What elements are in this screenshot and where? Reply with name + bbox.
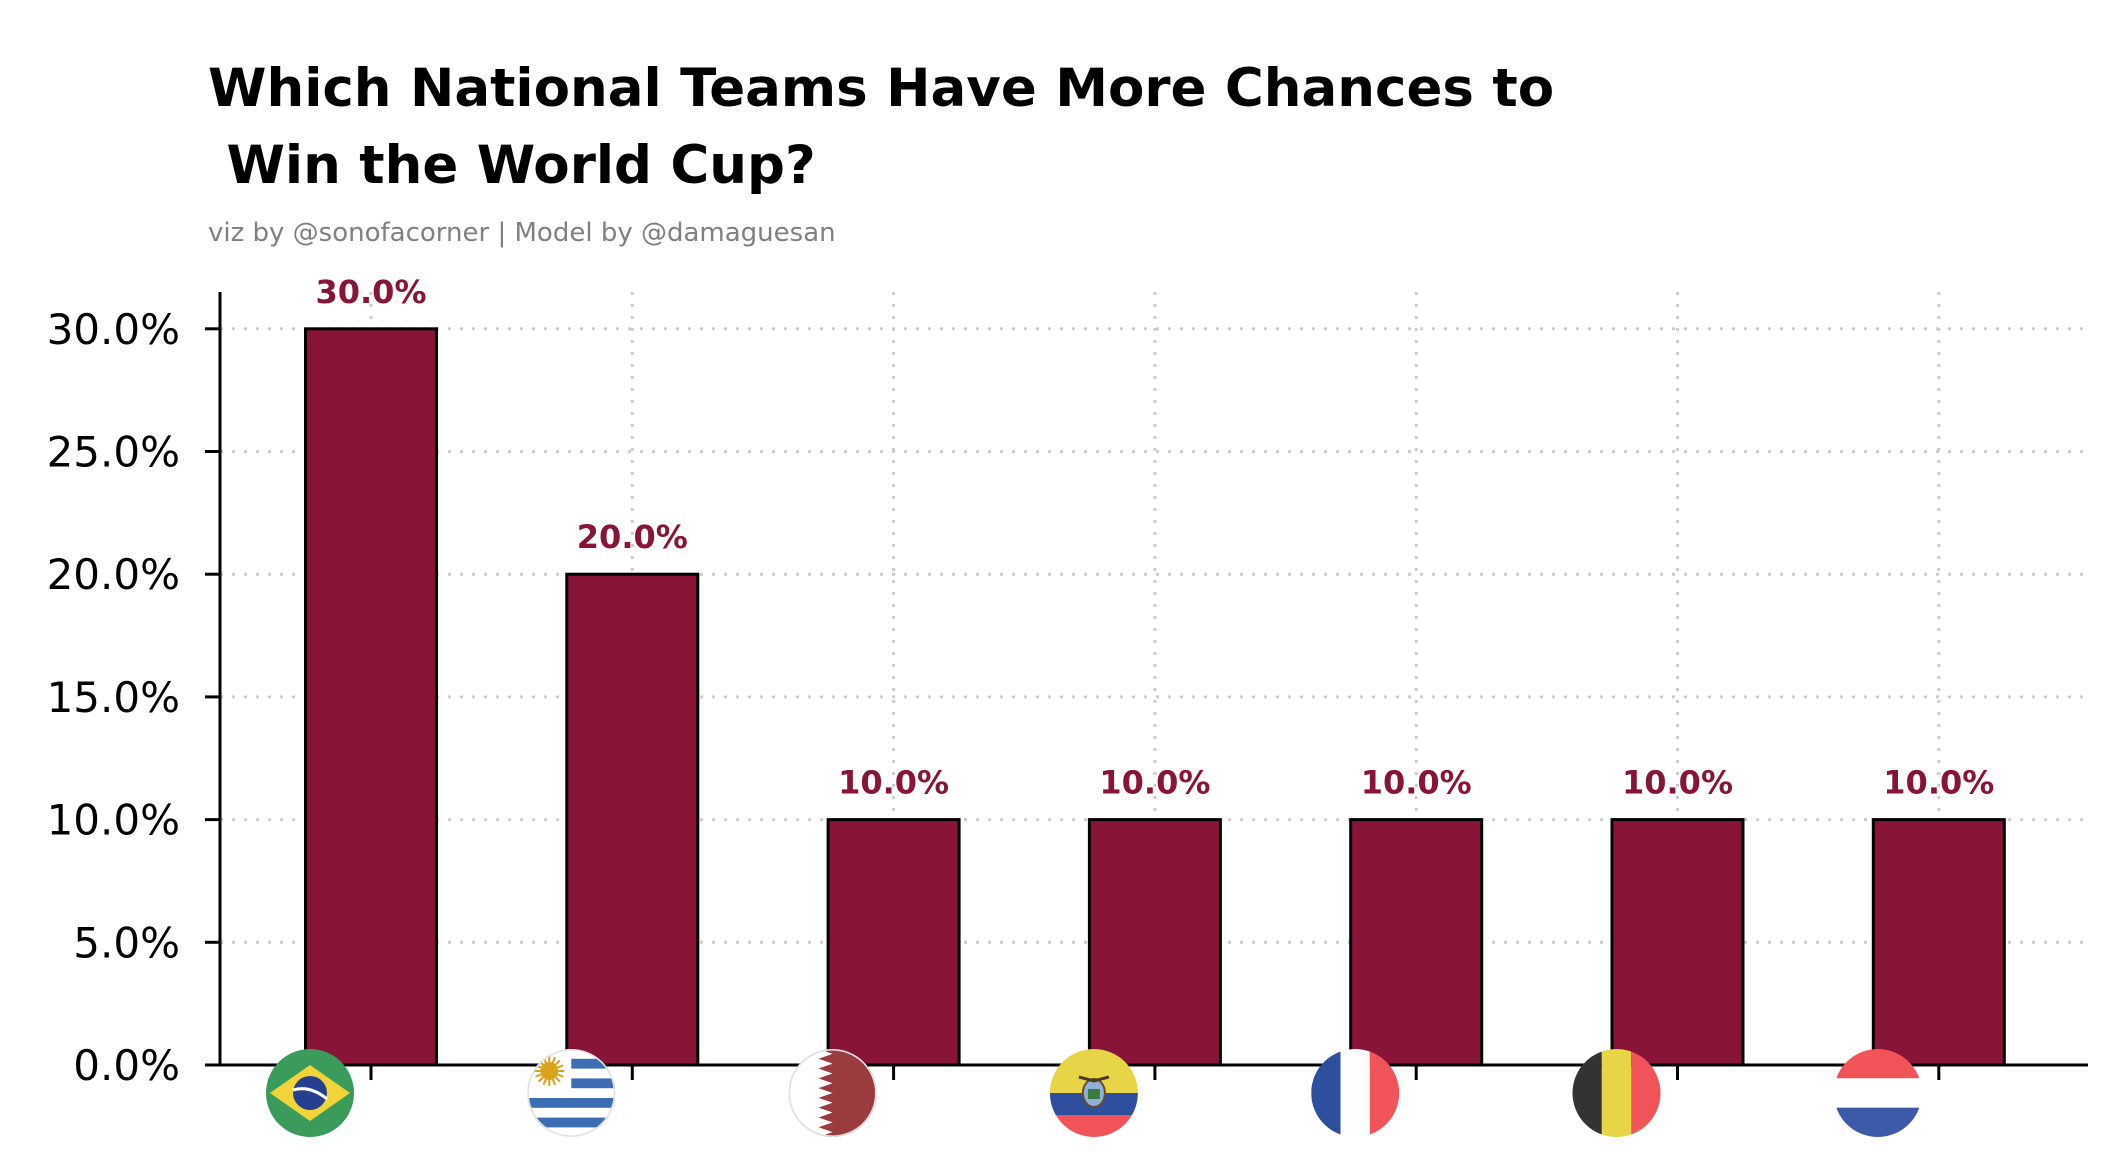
brazil-flag-icon — [266, 1049, 354, 1137]
y-tick-label: 5.0% — [73, 918, 180, 967]
bar-france — [1349, 818, 1484, 1067]
bar-uruguay — [565, 572, 700, 1067]
y-tick-label: 10.0% — [47, 796, 180, 845]
bar-brazil — [304, 327, 438, 1067]
data-label: 30.0% — [315, 273, 426, 311]
chart-title: Which National Teams Have More Chances t… — [208, 58, 1555, 196]
data-label: 20.0% — [577, 518, 688, 556]
ecuador-flag-icon — [1049, 1049, 1138, 1137]
belgium-flag-icon — [1572, 1049, 1661, 1137]
netherlands-flag-icon — [1833, 1049, 1922, 1137]
data-label: 10.0% — [1099, 764, 1210, 802]
bar-netherlands — [1871, 818, 2006, 1067]
bars — [304, 327, 2006, 1067]
qatar-flag-icon — [788, 1048, 877, 1138]
axes: 0.0% 5.0% 10.0% 15.0% 20.0% 25.0% 30.0% — [47, 292, 2088, 1090]
data-label: 10.0% — [1883, 764, 1994, 802]
data-label: 10.0% — [1361, 764, 1472, 802]
bar-belgium — [1610, 818, 1745, 1067]
data-label: 10.0% — [838, 764, 949, 802]
y-tick-label: 25.0% — [47, 428, 180, 477]
y-tick-label: 20.0% — [47, 550, 180, 599]
chart-subtitle: viz by @sonofacorner | Model by @damague… — [208, 218, 836, 248]
uruguay-flag-icon — [527, 1048, 616, 1138]
bar-ecuador — [1087, 818, 1222, 1067]
data-labels: 30.0% 20.0% 10.0% 10.0% 10.0% 10.0% 10.0% — [315, 273, 1994, 802]
y-tick-label: 0.0% — [73, 1041, 180, 1090]
y-tick-label: 30.0% — [47, 305, 180, 354]
data-label: 10.0% — [1622, 764, 1733, 802]
france-flag-icon — [1311, 1049, 1400, 1137]
bar-qatar — [826, 818, 961, 1067]
y-tick-label: 15.0% — [47, 673, 180, 722]
